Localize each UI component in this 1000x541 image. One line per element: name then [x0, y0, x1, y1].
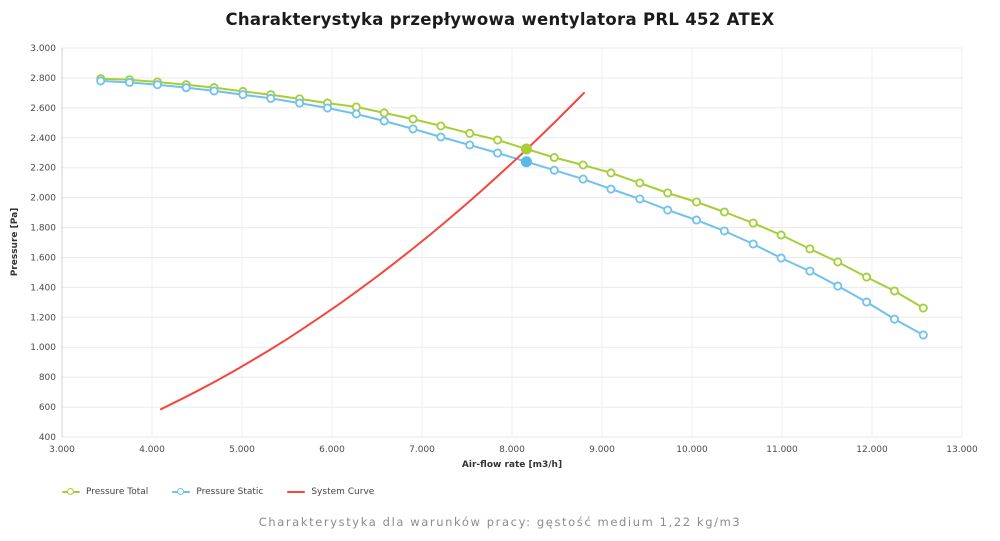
data-point-marker-pressure-static[interactable]	[890, 314, 900, 324]
legend-item-system-curve[interactable]: System Curve	[287, 487, 374, 497]
data-point-marker-pressure-static[interactable]	[96, 76, 106, 86]
x-tick-label: 3.000	[49, 445, 75, 455]
x-tick-label: 6.000	[319, 445, 345, 455]
chart-caption: Charakterystyka dla warunków pracy: gęst…	[258, 515, 742, 529]
x-tick-label: 5.000	[229, 445, 255, 455]
y-tick-label: 1.800	[30, 224, 56, 234]
legend-label: System Curve	[311, 487, 375, 497]
data-point-marker-pressure-static[interactable]	[181, 83, 191, 93]
data-point-marker-pressure-total[interactable]	[890, 286, 900, 296]
y-tick-label: 1.600	[30, 253, 56, 263]
y-tick-label: 2.400	[30, 134, 56, 144]
series-line-system-curve	[160, 91, 585, 411]
data-point-marker-pressure-static[interactable]	[238, 90, 248, 100]
data-point-marker-pressure-static[interactable]	[351, 109, 361, 119]
data-point-marker-pressure-static[interactable]	[805, 266, 815, 276]
data-point-marker-pressure-total[interactable]	[379, 108, 389, 118]
y-tick-label: 1.400	[30, 283, 56, 293]
series-line-pressure-static	[99, 79, 925, 336]
data-point-marker-pressure-static[interactable]	[379, 116, 389, 126]
data-point-marker-pressure-total[interactable]	[805, 244, 815, 254]
data-point-marker-pressure-total[interactable]	[833, 257, 843, 267]
x-tick-label: 8.000	[499, 445, 525, 455]
x-tick-label: 10.000	[676, 445, 708, 455]
y-tick-label: 600	[39, 403, 56, 413]
data-point-marker-pressure-static[interactable]	[322, 103, 332, 113]
data-point-marker-pressure-static[interactable]	[465, 140, 475, 150]
data-point-marker-pressure-total[interactable]	[549, 153, 559, 163]
data-point-marker-pressure-static[interactable]	[436, 132, 446, 142]
plot-area: 3.000 2.800 2.600 2.400 2.200 2.000 1.800 1.600…	[10, 44, 978, 470]
data-point-marker-pressure-static[interactable]	[833, 281, 843, 291]
data-point-marker-pressure-static[interactable]	[408, 124, 418, 134]
data-point-marker-pressure-total[interactable]	[918, 303, 928, 313]
chart-title: Charakterystyka przepływowa wentylatora …	[225, 10, 775, 29]
legend-label: Pressure Static	[196, 487, 264, 497]
operating-point-pressure-static[interactable]	[520, 156, 532, 168]
y-tick-label: 1.200	[30, 313, 56, 323]
series-line-pressure-total	[99, 77, 925, 309]
data-point-marker-pressure-static[interactable]	[266, 93, 276, 103]
x-tick-label: 4.000	[139, 445, 165, 455]
data-point-marker-pressure-static[interactable]	[719, 226, 729, 236]
x-axis-title: Air-flow rate [m3/h]	[462, 460, 562, 470]
data-point-marker-pressure-total[interactable]	[776, 230, 786, 240]
data-point-marker-pressure-static[interactable]	[663, 205, 673, 215]
data-point-marker-pressure-total[interactable]	[635, 178, 645, 188]
data-point-marker-pressure-static[interactable]	[578, 174, 588, 184]
data-point-marker-pressure-static[interactable]	[776, 253, 786, 263]
data-point-marker-pressure-static[interactable]	[549, 165, 559, 175]
y-tick-label: 800	[39, 373, 56, 383]
data-point-marker-pressure-static[interactable]	[493, 148, 503, 158]
data-point-marker-pressure-static[interactable]	[209, 86, 219, 96]
data-point-marker-pressure-static[interactable]	[635, 194, 645, 204]
y-tick-label: 2.800	[30, 74, 56, 84]
y-tick-label: 3.000	[30, 44, 56, 54]
legend-item-pressure-total[interactable]: Pressure Total	[62, 487, 148, 497]
y-tick-label: 1.000	[30, 343, 56, 353]
data-point-marker-pressure-static[interactable]	[692, 215, 702, 225]
data-point-marker-pressure-static[interactable]	[606, 184, 616, 194]
data-point-marker-pressure-static[interactable]	[862, 297, 872, 307]
system-curve-swatch-icon	[287, 489, 306, 496]
data-point-marker-pressure-static[interactable]	[152, 80, 162, 90]
data-point-marker-pressure-total[interactable]	[436, 121, 446, 131]
y-tick-label: 2.200	[30, 164, 56, 174]
data-point-marker-pressure-total[interactable]	[862, 272, 872, 282]
data-point-marker-pressure-static[interactable]	[125, 77, 135, 87]
legend: Pressure Total Pressure Static System Curv…	[62, 487, 374, 497]
data-point-marker-pressure-static[interactable]	[295, 98, 305, 108]
legend-item-pressure-static[interactable]: Pressure Static	[172, 487, 263, 497]
data-point-marker-pressure-total[interactable]	[578, 160, 588, 170]
pressure-static-swatch-icon	[172, 488, 191, 496]
y-axis-title: Pressure [Pa]	[10, 208, 20, 277]
data-point-marker-pressure-static[interactable]	[918, 330, 928, 340]
x-tick-label: 9.000	[589, 445, 615, 455]
pressure-total-swatch-icon	[62, 488, 80, 496]
data-point-marker-pressure-total[interactable]	[351, 102, 361, 112]
x-tick-label: 12.000	[856, 445, 888, 455]
data-point-marker-pressure-total[interactable]	[748, 218, 758, 228]
data-point-marker-pressure-total[interactable]	[465, 128, 475, 138]
data-point-marker-pressure-static[interactable]	[748, 239, 758, 249]
x-tick-label: 13.000	[946, 445, 978, 455]
x-tick-label: 11.000	[766, 445, 798, 455]
data-point-marker-pressure-total[interactable]	[408, 114, 418, 124]
y-tick-label: 2.000	[30, 194, 56, 204]
y-tick-label: 400	[39, 433, 56, 443]
data-point-marker-pressure-total[interactable]	[663, 188, 673, 198]
x-tick-label: 7.000	[409, 445, 435, 455]
y-tick-label: 2.600	[30, 104, 56, 114]
operating-point-pressure-total[interactable]	[520, 143, 532, 155]
legend-label: Pressure Total	[86, 487, 149, 497]
data-point-marker-pressure-total[interactable]	[692, 197, 702, 207]
data-point-marker-pressure-total[interactable]	[719, 207, 729, 217]
data-point-marker-pressure-total[interactable]	[493, 135, 503, 145]
data-point-marker-pressure-total[interactable]	[606, 168, 616, 178]
